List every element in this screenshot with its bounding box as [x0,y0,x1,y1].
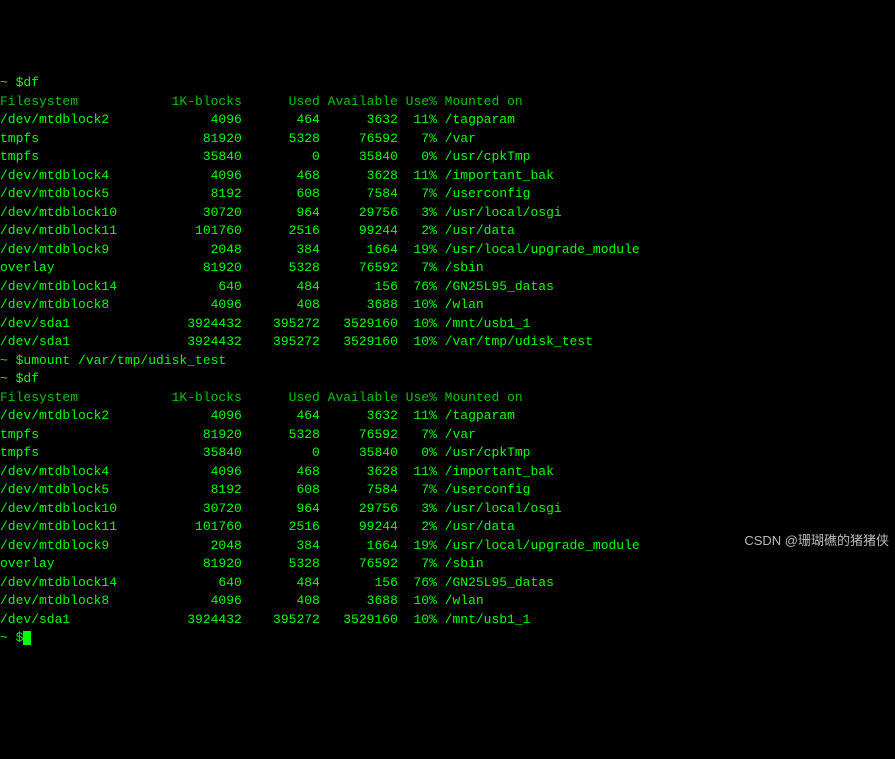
df-row: /dev/mtdblock5 8192 608 7584 7% /usercon… [0,185,895,204]
df-row: tmpfs 81920 5328 76592 7% /var [0,130,895,149]
df-row: /dev/mtdblock8 4096 408 3688 10% /wlan [0,296,895,315]
cursor [23,631,31,645]
df-row: /dev/mtdblock10 30720 964 29756 3% /usr/… [0,204,895,223]
df-row: overlay 81920 5328 76592 7% /sbin [0,259,895,278]
df-row: tmpfs 35840 0 35840 0% /usr/cpkTmp [0,148,895,167]
df-row: /dev/mtdblock5 8192 608 7584 7% /usercon… [0,481,895,500]
df-row: tmpfs 35840 0 35840 0% /usr/cpkTmp [0,444,895,463]
df-header: Filesystem 1K-blocks Used Available Use%… [0,93,895,112]
watermark: CSDN @珊瑚礁的猪猪侠 [744,532,889,551]
df-row: /dev/mtdblock4 4096 468 3628 11% /import… [0,463,895,482]
df-row: tmpfs 81920 5328 76592 7% /var [0,426,895,445]
df-row: /dev/mtdblock9 2048 384 1664 19% /usr/lo… [0,241,895,260]
terminal-output: ~ $dfFilesystem 1K-blocks Used Available… [0,74,895,648]
prompt-ready[interactable]: ~ $ [0,629,895,648]
prompt-df2: ~ $df [0,370,895,389]
df-row: /dev/mtdblock2 4096 464 3632 11% /tagpar… [0,111,895,130]
df-row: /dev/sda1 3924432 395272 3529160 10% /mn… [0,611,895,630]
df-row: /dev/mtdblock10 30720 964 29756 3% /usr/… [0,500,895,519]
df-row: /dev/mtdblock4 4096 468 3628 11% /import… [0,167,895,186]
df-row: /dev/mtdblock14 640 484 156 76% /GN25L95… [0,278,895,297]
prompt-umount: ~ $umount /var/tmp/udisk_test [0,352,895,371]
df-row: /dev/sda1 3924432 395272 3529160 10% /mn… [0,315,895,334]
prompt-df1: ~ $df [0,74,895,93]
df-row: /dev/sda1 3924432 395272 3529160 10% /va… [0,333,895,352]
df-row: overlay 81920 5328 76592 7% /sbin [0,555,895,574]
df-header: Filesystem 1K-blocks Used Available Use%… [0,389,895,408]
df-row: /dev/mtdblock8 4096 408 3688 10% /wlan [0,592,895,611]
df-row: /dev/mtdblock2 4096 464 3632 11% /tagpar… [0,407,895,426]
df-row: /dev/mtdblock14 640 484 156 76% /GN25L95… [0,574,895,593]
df-row: /dev/mtdblock11 101760 2516 99244 2% /us… [0,222,895,241]
